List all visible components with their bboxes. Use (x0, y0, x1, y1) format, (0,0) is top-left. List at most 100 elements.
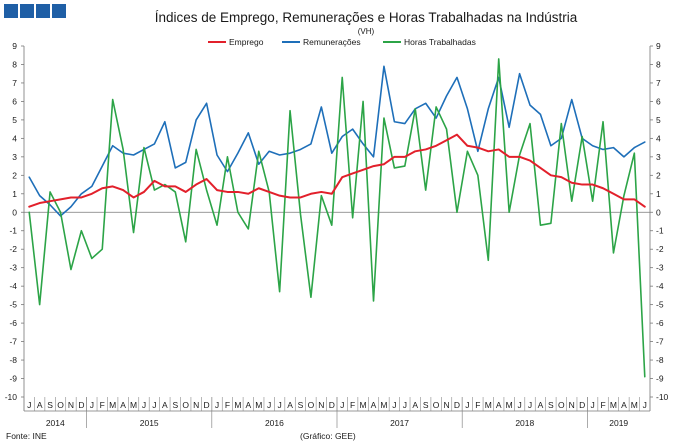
x-tick-label: J (517, 400, 521, 410)
y-tick-label-right: -1 (656, 226, 664, 236)
x-tick-label: J (403, 400, 407, 410)
x-tick-label: J (90, 400, 94, 410)
y-tick-label-right: 9 (656, 41, 661, 51)
x-tick-label: J (27, 400, 31, 410)
x-tick-label: A (120, 400, 126, 410)
y-tick-label-left: 3 (12, 152, 17, 162)
logo-block-3 (36, 4, 50, 18)
y-tick-label-right: -8 (656, 355, 664, 365)
year-label: 2019 (609, 418, 628, 428)
legend-label: Horas Trabalhadas (404, 37, 476, 47)
x-tick-label: N (318, 400, 324, 410)
y-tick-label-right: 5 (656, 115, 661, 125)
y-tick-label-left: -9 (9, 374, 17, 384)
x-tick-label: J (152, 400, 156, 410)
x-tick-label: N (443, 400, 449, 410)
credit-label: (Gráfico: GEE) (300, 431, 356, 441)
x-tick-label: M (506, 400, 513, 410)
x-tick-label: M (130, 400, 137, 410)
x-tick-label: A (37, 400, 43, 410)
y-tick-label-left: -3 (9, 263, 17, 273)
legend-label: Remunerações (303, 37, 361, 47)
x-tick-label: J (215, 400, 219, 410)
x-tick-label: F (600, 400, 605, 410)
y-tick-label-right: -2 (656, 244, 664, 254)
x-tick-label: O (558, 400, 565, 410)
year-label: 2018 (515, 418, 534, 428)
x-tick-label: D (78, 400, 84, 410)
x-tick-label: F (350, 400, 355, 410)
x-tick-label: N (193, 400, 199, 410)
x-tick-label: M (234, 400, 241, 410)
y-tick-label-right: 8 (656, 59, 661, 69)
x-tick-label: A (371, 400, 377, 410)
x-tick-label: S (298, 400, 304, 410)
y-tick-label-right: 1 (656, 189, 661, 199)
y-tick-label-right: -10 (656, 392, 669, 402)
x-tick-label: M (631, 400, 638, 410)
axes: -10 -10-9 -9-8 -8-7 -7-6 -6-5 -5-4 -4-3 -3-2 -2-1… (5, 41, 669, 428)
y-tick-label-left: 7 (12, 78, 17, 88)
y-tick-label-left: 4 (12, 133, 17, 143)
x-tick-label: J (643, 400, 647, 410)
chart-subtitle: (VH) (358, 27, 375, 36)
y-tick-label-right: 6 (656, 96, 661, 106)
year-label: 2014 (46, 418, 65, 428)
x-tick-label: J (277, 400, 281, 410)
x-tick-label: O (433, 400, 440, 410)
x-tick-label: M (610, 400, 617, 410)
x-tick-label: J (392, 400, 396, 410)
y-tick-label-right: 4 (656, 133, 661, 143)
logo-block-1 (4, 4, 18, 18)
logo-block-2 (20, 4, 34, 18)
y-tick-label-right: -7 (656, 337, 664, 347)
x-tick-label: D (579, 400, 585, 410)
x-tick-label: J (528, 400, 532, 410)
x-tick-label: J (590, 400, 594, 410)
y-tick-label-left: 9 (12, 41, 17, 51)
y-tick-label-right: 0 (656, 207, 661, 217)
y-tick-label-left: -10 (5, 392, 18, 402)
year-label: 2017 (390, 418, 409, 428)
series-group (28, 58, 646, 378)
y-tick-label-left: -8 (9, 355, 17, 365)
y-tick-label-right: -6 (656, 318, 664, 328)
x-tick-label: A (621, 400, 627, 410)
x-tick-label: J (340, 400, 344, 410)
y-tick-label-right: 3 (656, 152, 661, 162)
x-tick-label: M (109, 400, 116, 410)
y-tick-label-left: 2 (12, 170, 17, 180)
source-label: Fonte: INE (6, 431, 47, 441)
legend-label: Emprego (229, 37, 264, 47)
y-tick-label-right: -4 (656, 281, 664, 291)
x-tick-label: S (423, 400, 429, 410)
y-tick-label-right: -9 (656, 374, 664, 384)
x-tick-label: A (412, 400, 418, 410)
x-tick-label: O (308, 400, 315, 410)
y-tick-label-left: -1 (9, 226, 17, 236)
series-line-horas-trabalhadas (28, 58, 646, 378)
x-tick-label: N (68, 400, 74, 410)
year-label: 2015 (140, 418, 159, 428)
chart-title: Índices de Emprego, Remunerações e Horas… (155, 10, 578, 25)
x-tick-label: A (287, 400, 293, 410)
y-tick-label-left: 1 (12, 189, 17, 199)
x-tick-label: O (57, 400, 64, 410)
y-tick-label-left: 0 (12, 207, 17, 217)
logo-block-4 (52, 4, 66, 18)
x-tick-label: F (475, 400, 480, 410)
y-tick-label-left: -5 (9, 300, 17, 310)
legend: Emprego Remunerações Horas Trabalhadas (208, 37, 476, 47)
y-tick-label-right: 2 (656, 170, 661, 180)
y-tick-label-left: -4 (9, 281, 17, 291)
series-line-emprego (28, 133, 646, 208)
y-tick-label-left: 6 (12, 96, 17, 106)
x-tick-label: O (182, 400, 189, 410)
x-tick-label: J (142, 400, 146, 410)
y-tick-label-right: -3 (656, 263, 664, 273)
x-tick-label: A (538, 400, 544, 410)
y-tick-label-left: -6 (9, 318, 17, 328)
x-tick-label: S (172, 400, 178, 410)
x-tick-label: M (360, 400, 367, 410)
